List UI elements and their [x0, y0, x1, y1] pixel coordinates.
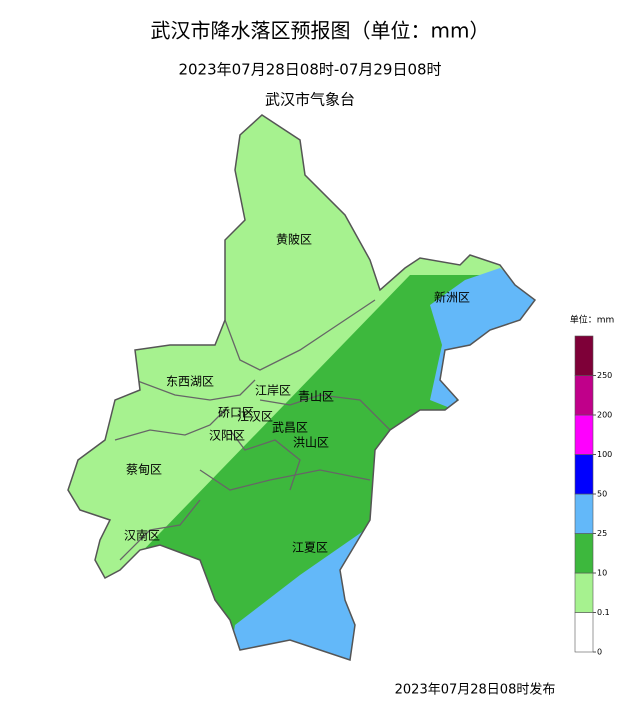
- legend-tick-label: 0: [597, 648, 602, 657]
- legend-band: [574, 612, 594, 653]
- city-outline: [67, 114, 537, 661]
- legend-band: [574, 335, 594, 376]
- legend-tick-label: 50: [597, 490, 607, 499]
- district-label: 洪山区: [293, 436, 329, 450]
- district-label: 新洲区: [434, 290, 470, 305]
- district-boundaries: [114, 299, 391, 561]
- legend-band: [574, 572, 594, 613]
- legend-band: [574, 533, 594, 574]
- footer: 2023年07月28日08时发布: [395, 682, 556, 698]
- legend-tick-label: 200: [597, 411, 612, 420]
- title: 武汉市降水落区预报图（单位：mm）: [151, 19, 490, 43]
- legend-band: [574, 493, 594, 534]
- legend: 单位：mm 0 0.1 10 25 50 100 200 250: [570, 314, 615, 657]
- district-label: 蔡甸区: [126, 463, 162, 477]
- district-label: 青山区: [298, 390, 334, 404]
- district-label: 江夏区: [292, 541, 328, 555]
- legend-tick-label: 0.1: [597, 608, 610, 617]
- legend-tick-label: 100: [597, 450, 612, 459]
- district-label: 汉阳区: [209, 429, 245, 443]
- legend-title: 单位：mm: [570, 314, 615, 326]
- district-label: 汉南区: [124, 528, 160, 543]
- period: 2023年07月28日08时-07月29日08时: [178, 61, 441, 79]
- legend-tick-label: 10: [597, 569, 607, 578]
- legend-band: [574, 414, 594, 455]
- agency: 武汉市气象台: [265, 91, 355, 109]
- legend-tick-label: 25: [597, 529, 607, 538]
- district-label: 硚口区: [218, 406, 254, 420]
- legend-band: [574, 375, 594, 416]
- district-label: 江岸区: [255, 384, 291, 398]
- district-label: 武昌区: [272, 421, 308, 435]
- legend-tick-label: 250: [597, 371, 612, 380]
- district-label: 江汉区: [237, 410, 273, 424]
- district-label: 黄陂区: [276, 232, 312, 247]
- legend-band: [574, 454, 594, 495]
- district-label: 东西湖区: [166, 374, 214, 389]
